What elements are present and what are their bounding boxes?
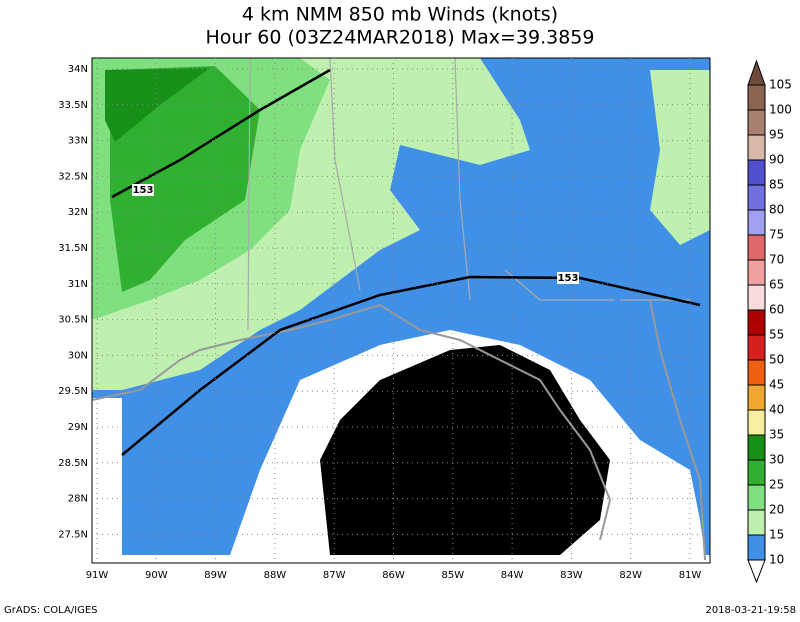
region-30-35: [110, 66, 260, 292]
contour-line: [121, 275, 701, 456]
colorbar-bottom-arrow: [747, 559, 766, 584]
wind-field: [92, 58, 710, 555]
colorbar-box: [747, 159, 766, 186]
colorbar-box: [747, 184, 766, 211]
contour-label: 153: [133, 185, 154, 196]
map-frame: [91, 57, 711, 564]
colorbar-label: 50: [769, 353, 784, 367]
colorbar-box: [747, 284, 766, 311]
colorbar-box: [747, 434, 766, 461]
lon-label: 85W: [441, 570, 464, 581]
colorbar-label: 35: [769, 428, 784, 442]
colorbar-label: 75: [769, 228, 784, 242]
lon-label: 89W: [204, 570, 227, 581]
colorbar-box: [747, 334, 766, 361]
colorbar-label: 15: [769, 528, 784, 542]
lat-label: 29N: [68, 422, 88, 433]
lat-label: 31N: [68, 279, 88, 290]
colorbar-box: [747, 409, 766, 436]
colorbar-label: 70: [769, 253, 784, 267]
lat-label: 30.5N: [58, 315, 88, 326]
title: 4 km NMM 850 mb Winds (knots): [242, 4, 558, 26]
colorbar-box: [747, 259, 766, 286]
lon-label: 82W: [619, 570, 642, 581]
lat-label: 27.5N: [58, 529, 88, 540]
colorbar-label: 25: [769, 478, 784, 492]
lon-label: 83W: [560, 570, 583, 581]
contour-label-box: [557, 272, 579, 284]
lon-label: 84W: [501, 570, 524, 581]
footer-right: 2018-03-21-19:58: [705, 605, 796, 616]
contour-line: [111, 68, 331, 199]
coastline: [91, 299, 706, 561]
lat-label: 33.5N: [58, 100, 88, 111]
lon-label: 81W: [679, 570, 702, 581]
lat-label: 31.5N: [58, 243, 88, 254]
lat-label: 33N: [68, 136, 88, 147]
lon-label: 87W: [323, 570, 346, 581]
subtitle: Hour 60 (03Z24MAR2018) Max=39.3859: [206, 27, 595, 49]
region-below-10: [320, 345, 610, 555]
colorbar-box: [747, 109, 766, 136]
footer-left: GrADS: COLA/IGES: [4, 605, 98, 616]
colorbar-label: 85: [769, 178, 784, 192]
colorbar-label: 60: [769, 303, 784, 317]
colorbar-box: [747, 234, 766, 261]
lat-label: 32N: [68, 207, 88, 218]
lat-label: 34N: [68, 64, 88, 75]
colorbar-label: 55: [769, 328, 784, 342]
colorbar-box: [747, 509, 766, 536]
colorbar-label: 10: [769, 553, 784, 567]
colorbar-box: [747, 84, 766, 111]
lat-label: 28.5N: [58, 458, 88, 469]
colorbar-box: [747, 484, 766, 511]
state-borders: [247, 57, 690, 331]
lat-label: 29.5N: [58, 386, 88, 397]
colorbar-label: 95: [769, 128, 784, 142]
region-20-25: [650, 70, 710, 245]
lat-label: 30N: [68, 350, 88, 361]
colorbar-label: 65: [769, 278, 784, 292]
lon-label: 90W: [145, 570, 168, 581]
borders: [91, 57, 706, 561]
colorbar-label: 105: [769, 78, 792, 92]
colorbar-box: [747, 459, 766, 486]
lon-label: 86W: [382, 570, 405, 581]
lon-label: 88W: [264, 570, 287, 581]
colorbar-box: [747, 359, 766, 386]
colorbar-label: 100: [769, 103, 792, 117]
colorbar-label: 20: [769, 503, 784, 517]
lat-label: 32.5N: [58, 171, 88, 182]
lat-label: 28N: [68, 494, 88, 505]
colorbar-box: [747, 384, 766, 411]
colorbar-label: 45: [769, 378, 784, 392]
colorbar-label: 30: [769, 453, 784, 467]
colorbar: 105 100 95 90 85 80 75 70 65 60 55 50 45 40 35 30 25 20 15…: [747, 59, 792, 584]
grid: 34N 33.5N 33N 32.5N 32N 31.5N 31N 30.5N 30N 29.5N…: [58, 58, 710, 581]
contour-label-box: [132, 184, 154, 196]
lon-label: 91W: [86, 570, 109, 581]
colorbar-box: [747, 534, 766, 561]
colorbar-label: 90: [769, 153, 784, 167]
colorbar-box: [747, 309, 766, 336]
contours: [111, 68, 701, 456]
colorbar-box: [747, 134, 766, 161]
colorbar-label: 80: [769, 203, 784, 217]
contour-label: 153: [558, 273, 579, 284]
colorbar-box: [747, 209, 766, 236]
colorbar-label: 40: [769, 403, 784, 417]
